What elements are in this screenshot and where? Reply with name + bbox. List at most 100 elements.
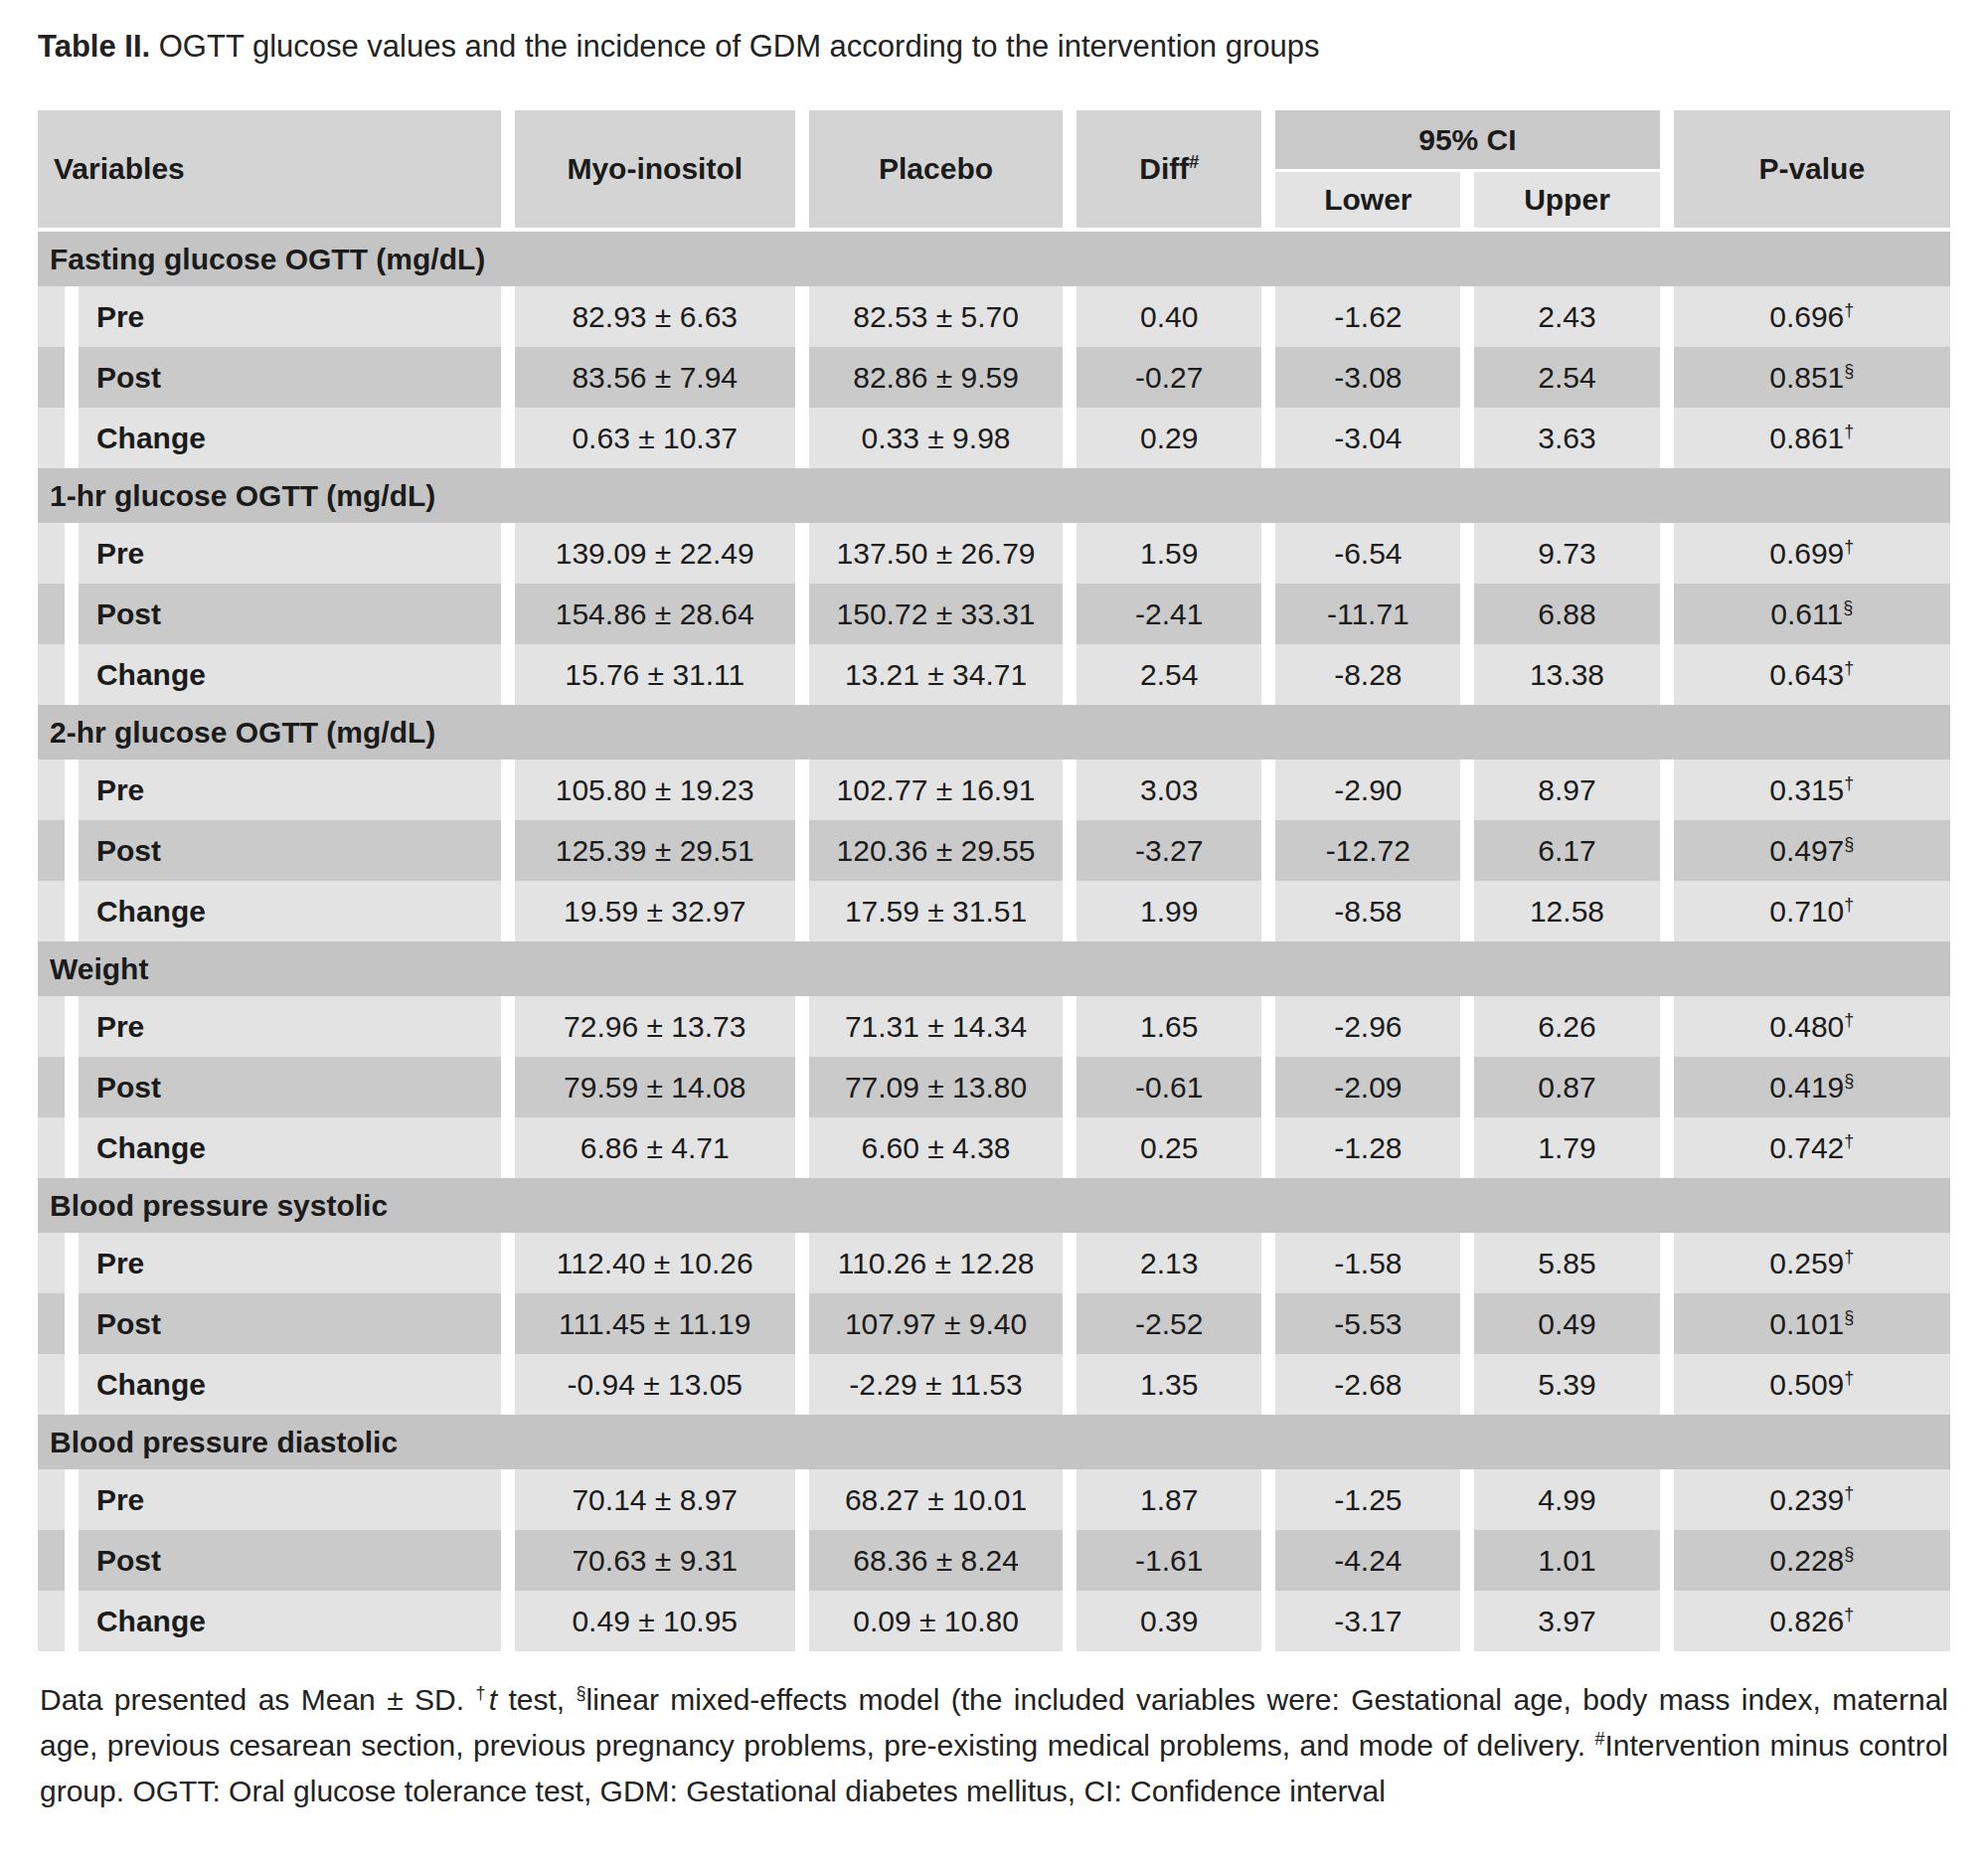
section-header-row: Blood pressure diastolic <box>38 1415 1950 1469</box>
myo-inositol-value: 105.80 ± 19.23 <box>501 760 795 820</box>
row-label: Change <box>65 1117 501 1178</box>
myo-inositol-value: -0.94 ± 13.05 <box>501 1354 795 1415</box>
placebo-value: 0.33 ± 9.98 <box>795 408 1063 468</box>
diff-value: 1.59 <box>1063 523 1261 584</box>
ci-upper-value: 13.38 <box>1460 644 1659 705</box>
ci-lower-value: -3.17 <box>1261 1591 1460 1651</box>
data-row: Change15.76 ± 31.1113.21 ± 34.712.54-8.2… <box>38 644 1950 705</box>
p-value: 0.239† <box>1660 1469 1950 1530</box>
col-header-ci-upper: Upper <box>1460 172 1659 232</box>
footnote-text: Data presented as Mean ± SD. <box>40 1683 476 1716</box>
myo-inositol-value: 72.96 ± 13.73 <box>501 996 795 1057</box>
row-indent-strip <box>38 1117 65 1178</box>
row-label: Change <box>65 881 501 941</box>
diff-value: -0.27 <box>1063 347 1261 408</box>
section-header-row: Weight <box>38 941 1950 996</box>
p-value-marker: † <box>1844 1010 1854 1030</box>
row-label: Post <box>65 1293 501 1354</box>
data-row: Post125.39 ± 29.51120.36 ± 29.55-3.27-12… <box>38 820 1950 881</box>
data-row: Pre72.96 ± 13.7371.31 ± 14.341.65-2.966.… <box>38 996 1950 1057</box>
ci-lower-value: -3.04 <box>1261 408 1460 468</box>
p-value: 0.696† <box>1660 286 1950 347</box>
diff-value: 0.40 <box>1063 286 1261 347</box>
myo-inositol-value: 19.59 ± 32.97 <box>501 881 795 941</box>
myo-inositol-value: 112.40 ± 10.26 <box>501 1233 795 1293</box>
row-indent-strip <box>38 820 65 881</box>
p-value: 0.228§ <box>1660 1530 1950 1591</box>
placebo-value: 68.27 ± 10.01 <box>795 1469 1063 1530</box>
myo-inositol-value: 83.56 ± 7.94 <box>501 347 795 408</box>
row-indent-strip <box>38 347 65 408</box>
p-value: 0.699† <box>1660 523 1950 584</box>
p-value: 0.315† <box>1660 760 1950 820</box>
placebo-value: 107.97 ± 9.40 <box>795 1293 1063 1354</box>
row-label: Change <box>65 644 501 705</box>
ci-lower-value: -2.09 <box>1261 1057 1460 1117</box>
p-value-marker: § <box>1844 1071 1854 1091</box>
p-value-marker: § <box>1844 361 1854 381</box>
col-header-myo-inositol: Myo-inositol <box>501 110 795 232</box>
placebo-value: 68.36 ± 8.24 <box>795 1530 1063 1591</box>
p-value: 0.259† <box>1660 1233 1950 1293</box>
ci-upper-value: 8.97 <box>1460 760 1659 820</box>
data-row: Change0.63 ± 10.370.33 ± 9.980.29-3.043.… <box>38 408 1950 468</box>
p-value-marker: † <box>1844 658 1854 678</box>
p-value-marker: † <box>1844 1483 1854 1503</box>
ci-upper-value: 3.97 <box>1460 1591 1659 1651</box>
row-label: Post <box>65 1530 501 1591</box>
row-label: Pre <box>65 1469 501 1530</box>
data-row: Post154.86 ± 28.64150.72 ± 33.31-2.41-11… <box>38 584 1950 644</box>
placebo-value: -2.29 ± 11.53 <box>795 1354 1063 1415</box>
placebo-value: 17.59 ± 31.51 <box>795 881 1063 941</box>
data-row: Post79.59 ± 14.0877.09 ± 13.80-0.61-2.09… <box>38 1057 1950 1117</box>
p-value: 0.611§ <box>1660 584 1950 644</box>
diff-value: 0.25 <box>1063 1117 1261 1178</box>
row-label: Pre <box>65 286 501 347</box>
ci-lower-value: -3.08 <box>1261 347 1460 408</box>
data-row: Change0.49 ± 10.950.09 ± 10.800.39-3.173… <box>38 1591 1950 1651</box>
ci-lower-value: -1.28 <box>1261 1117 1460 1178</box>
diff-value: -0.61 <box>1063 1057 1261 1117</box>
diff-value: -2.52 <box>1063 1293 1261 1354</box>
ci-lower-value: -6.54 <box>1261 523 1460 584</box>
row-indent-strip <box>38 996 65 1057</box>
ci-upper-value: 3.63 <box>1460 408 1659 468</box>
table-body: Fasting glucose OGTT (mg/dL)Pre82.93 ± 6… <box>38 232 1950 1651</box>
table-number-label: Table II. <box>38 29 150 64</box>
section-header-row: Blood pressure systolic <box>38 1178 1950 1233</box>
placebo-value: 82.86 ± 9.59 <box>795 347 1063 408</box>
p-value: 0.419§ <box>1660 1057 1950 1117</box>
section-label: Blood pressure systolic <box>38 1178 1950 1233</box>
ci-lower-value: -2.96 <box>1261 996 1460 1057</box>
p-value-marker: † <box>1844 422 1854 441</box>
placebo-value: 110.26 ± 12.28 <box>795 1233 1063 1293</box>
col-header-ci-lower: Lower <box>1261 172 1460 232</box>
diff-value: 1.35 <box>1063 1354 1261 1415</box>
p-value: 0.861† <box>1660 408 1950 468</box>
ci-lower-value: -8.28 <box>1261 644 1460 705</box>
ci-upper-value: 0.87 <box>1460 1057 1659 1117</box>
row-indent-strip <box>38 644 65 705</box>
diff-value: 0.29 <box>1063 408 1261 468</box>
placebo-value: 120.36 ± 29.55 <box>795 820 1063 881</box>
row-label: Post <box>65 820 501 881</box>
ci-lower-value: -2.68 <box>1261 1354 1460 1415</box>
data-row: Pre112.40 ± 10.26110.26 ± 12.282.13-1.58… <box>38 1233 1950 1293</box>
ci-upper-value: 6.17 <box>1460 820 1659 881</box>
p-value: 0.710† <box>1660 881 1950 941</box>
p-value-marker: † <box>1844 1605 1854 1624</box>
ci-upper-value: 5.39 <box>1460 1354 1659 1415</box>
placebo-value: 137.50 ± 26.79 <box>795 523 1063 584</box>
diff-value: 1.99 <box>1063 881 1261 941</box>
ci-lower-value: -5.53 <box>1261 1293 1460 1354</box>
row-label: Pre <box>65 996 501 1057</box>
p-value-marker: † <box>1844 773 1854 793</box>
diff-value: -2.41 <box>1063 584 1261 644</box>
ci-upper-value: 6.26 <box>1460 996 1659 1057</box>
p-value-marker: § <box>1844 1544 1854 1564</box>
col-header-pvalue: P-value <box>1660 110 1950 232</box>
ci-lower-value: -1.62 <box>1261 286 1460 347</box>
myo-inositol-value: 79.59 ± 14.08 <box>501 1057 795 1117</box>
ogtt-results-table: Variables Myo-inositol Placebo Diff# 95%… <box>38 110 1950 1651</box>
p-value-marker: † <box>1844 300 1854 320</box>
